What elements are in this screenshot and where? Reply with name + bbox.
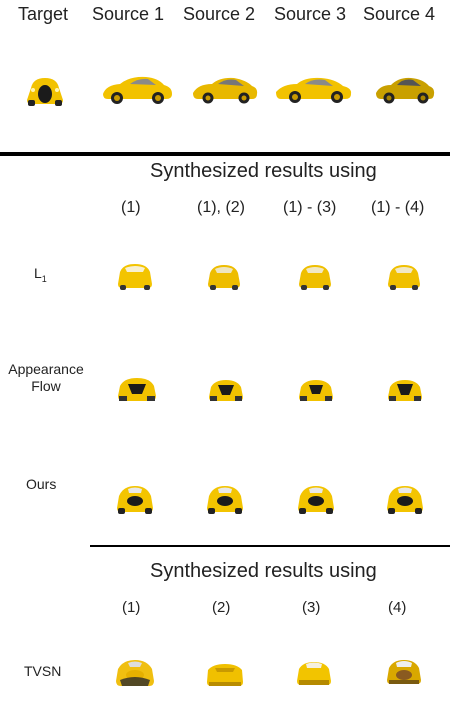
tvsn-result-1-image [116, 660, 154, 686]
tvsn-result-4-image [387, 660, 421, 684]
ours-result-3-image [298, 486, 334, 514]
appearance-flow-result-4-image [388, 380, 422, 401]
row-label-tvsn: TVSN [24, 663, 62, 679]
ours-result-4-image [387, 486, 423, 514]
l1-result-2-image [208, 265, 240, 290]
ours-result-1-image [117, 486, 153, 514]
appearance-flow-result-3-image [299, 380, 333, 401]
header-target: Target [18, 4, 69, 24]
section-2-col-3: (3) [302, 599, 321, 616]
row-label-l1: L1 [34, 265, 47, 284]
appearance-flow-result-1-image [118, 378, 156, 401]
section-2-col-4: (4) [388, 599, 407, 616]
row-label-ours: Ours [26, 476, 57, 492]
tvsn-result-2-image [207, 664, 243, 686]
section-divider-thin [90, 545, 450, 547]
section-1-col-3: (1) - (3) [283, 199, 337, 216]
section-2-col-1: (1) [122, 599, 141, 616]
header-source-2: Source 2 [183, 4, 256, 24]
target-car-front-image [27, 78, 63, 106]
header-source-4: Source 4 [363, 4, 436, 24]
row-label-l1-text: L [34, 265, 42, 281]
row-label-l1-subscript: 1 [41, 273, 47, 284]
section-1-col-4: (1) - (4) [371, 199, 425, 216]
row-label-appearance-flow: Appearance Flow [8, 361, 84, 394]
l1-result-4-image [388, 265, 420, 290]
section-divider-thick [0, 152, 450, 156]
source-2-car-image [193, 77, 258, 104]
source-4-car-image [376, 77, 435, 104]
section-2-col-2: (2) [212, 599, 231, 616]
section-1-title: Synthesized results using [150, 160, 377, 182]
section-1-col-2: (1), (2) [197, 199, 245, 216]
header-source-1: Source 1 [92, 4, 165, 24]
l1-result-3-image [299, 265, 331, 290]
section-2-title: Synthesized results using [150, 560, 377, 582]
appearance-flow-result-2-image [209, 380, 243, 401]
source-3-car-image [276, 77, 352, 103]
ours-result-2-image [207, 486, 243, 514]
l1-result-1-image [118, 264, 152, 290]
tvsn-result-3-image [297, 662, 331, 685]
source-1-car-image [103, 76, 172, 104]
header-source-3: Source 3 [274, 4, 347, 24]
section-1-col-1: (1) [121, 199, 141, 216]
